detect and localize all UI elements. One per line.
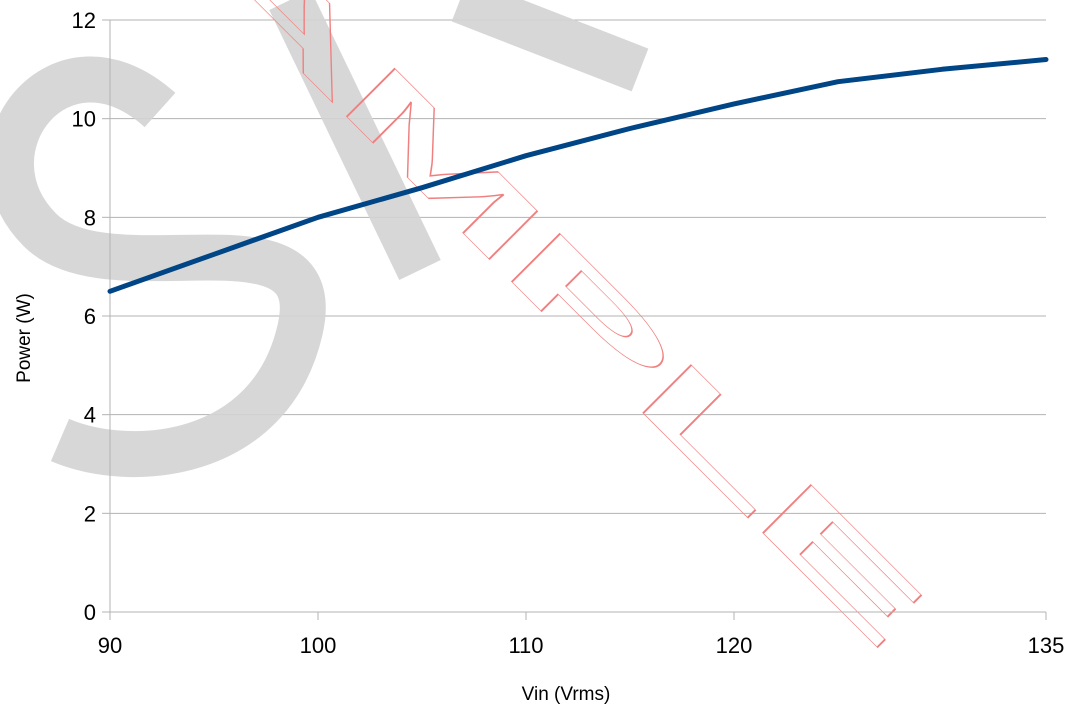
x-tick-label: 110 — [508, 633, 543, 658]
series-line-1 — [107, 57, 1049, 294]
y-tick-label: 0 — [84, 600, 96, 625]
watermark-a-stroke — [269, 0, 649, 280]
watermark: SAMPLE — [0, 0, 945, 666]
y-tick-label: 4 — [84, 403, 96, 428]
series-group — [107, 57, 1049, 294]
watermark-s-stroke — [0, 56, 326, 477]
y-tick-label: 10 — [72, 107, 96, 132]
axes — [102, 19, 1047, 620]
x-tick-label: 120 — [716, 633, 753, 658]
tick-labels: 0 2 4 6 8 10 12 90 100 110 120 135 — [72, 8, 1065, 658]
y-tick-label: 8 — [84, 205, 96, 230]
watermark-text: SAMPLE — [44, 0, 944, 666]
x-tick-label: 90 — [98, 633, 122, 658]
x-axis-title: Vin (Vrms) — [522, 684, 611, 705]
y-tick-label: 12 — [72, 8, 96, 33]
x-tick-label: 135 — [1028, 633, 1065, 658]
x-tick-label: 100 — [300, 633, 337, 658]
y-axis-title: Power (W) — [14, 293, 35, 383]
y-tick-label: 2 — [84, 501, 96, 526]
y-tick-label: 6 — [84, 304, 96, 329]
